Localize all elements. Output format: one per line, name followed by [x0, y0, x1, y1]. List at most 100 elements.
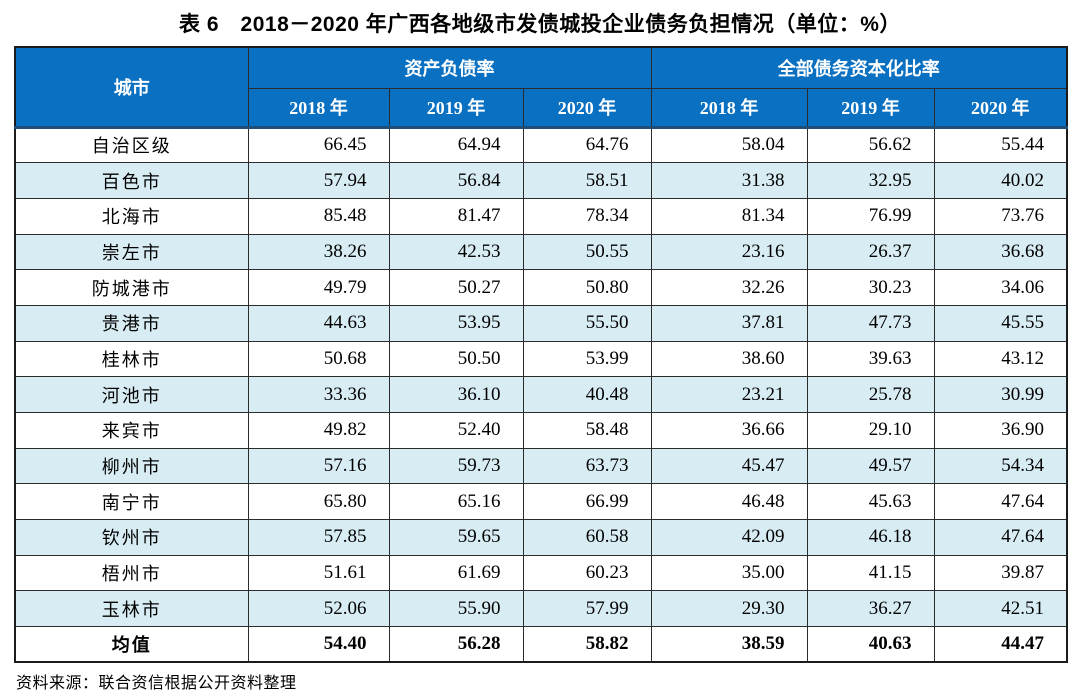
value-cell: 81.34 — [650, 197, 808, 235]
value-cell: 36.10 — [388, 376, 524, 413]
value-cell: 40.02 — [933, 162, 1068, 199]
city-cell: 河池市 — [14, 376, 249, 413]
header-city: 城市 — [14, 46, 249, 128]
value-cell: 55.50 — [522, 304, 652, 342]
value-cell: 32.26 — [650, 269, 808, 306]
value-cell: 66.45 — [247, 125, 390, 164]
value-cell: 31.38 — [650, 162, 808, 199]
value-cell: 43.12 — [933, 340, 1068, 378]
value-cell: 78.34 — [522, 197, 652, 235]
value-cell: 56.84 — [388, 162, 524, 199]
value-cell: 54.34 — [933, 447, 1068, 485]
value-cell: 46.48 — [650, 483, 808, 521]
value-cell: 38.26 — [247, 233, 390, 271]
city-cell: 百色市 — [14, 162, 249, 199]
value-cell: 23.16 — [650, 233, 808, 271]
value-cell: 47.64 — [933, 483, 1068, 521]
value-cell: 56.28 — [388, 626, 524, 663]
value-cell: 57.99 — [522, 590, 652, 628]
value-cell: 52.06 — [247, 590, 390, 628]
value-cell: 40.48 — [522, 376, 652, 413]
table-row: 防城港市 49.79 50.27 50.80 32.26 30.23 34.06 — [14, 269, 1068, 306]
city-cell: 崇左市 — [14, 233, 249, 271]
header-year-2020-debt: 2020 年 — [933, 87, 1068, 128]
table-row: 柳州市 57.16 59.73 63.73 45.47 49.57 54.34 — [14, 447, 1068, 485]
value-cell: 36.27 — [806, 590, 935, 628]
value-cell: 36.90 — [933, 412, 1068, 449]
value-cell: 57.85 — [247, 519, 390, 556]
value-cell: 50.50 — [388, 340, 524, 378]
city-cell: 均值 — [14, 626, 249, 663]
value-cell: 50.27 — [388, 269, 524, 306]
value-cell: 60.23 — [522, 554, 652, 592]
value-cell: 57.94 — [247, 162, 390, 199]
value-cell: 47.64 — [933, 519, 1068, 556]
value-cell: 36.68 — [933, 233, 1068, 271]
value-cell: 55.44 — [933, 125, 1068, 164]
city-cell: 梧州市 — [14, 554, 249, 592]
city-cell: 桂林市 — [14, 340, 249, 378]
table-row: 贵港市 44.63 53.95 55.50 37.81 47.73 45.55 — [14, 304, 1068, 342]
value-cell: 61.69 — [388, 554, 524, 592]
value-cell: 65.16 — [388, 483, 524, 521]
value-cell: 57.16 — [247, 447, 390, 485]
value-cell: 42.09 — [650, 519, 808, 556]
value-cell: 49.82 — [247, 412, 390, 449]
value-cell: 39.63 — [806, 340, 935, 378]
header-year-2020-asset: 2020 年 — [522, 87, 652, 128]
value-cell: 58.04 — [650, 125, 808, 164]
value-cell: 50.80 — [522, 269, 652, 306]
table-title: 表 6 2018－2020 年广西各地级市发债城投企业债务负担情况（单位：%） — [179, 13, 901, 36]
value-cell: 47.73 — [806, 304, 935, 342]
value-cell: 46.18 — [806, 519, 935, 556]
value-cell: 23.21 — [650, 376, 808, 413]
header-year-2019-asset: 2019 年 — [388, 87, 524, 128]
value-cell: 49.57 — [806, 447, 935, 485]
table-row: 百色市 57.94 56.84 58.51 31.38 32.95 40.02 — [14, 162, 1068, 199]
value-cell: 76.99 — [806, 197, 935, 235]
value-cell: 59.65 — [388, 519, 524, 556]
value-cell: 58.82 — [522, 626, 652, 663]
city-cell: 自治区级 — [14, 125, 249, 164]
value-cell: 30.23 — [806, 269, 935, 306]
table-row: 北海市 85.48 81.47 78.34 81.34 76.99 73.76 — [14, 197, 1068, 235]
value-cell: 32.95 — [806, 162, 935, 199]
value-cell: 42.51 — [933, 590, 1068, 628]
value-cell: 45.63 — [806, 483, 935, 521]
value-cell: 49.79 — [247, 269, 390, 306]
city-cell: 玉林市 — [14, 590, 249, 628]
value-cell: 85.48 — [247, 197, 390, 235]
city-cell: 北海市 — [14, 197, 249, 235]
value-cell: 55.90 — [388, 590, 524, 628]
table-row: 玉林市 52.06 55.90 57.99 29.30 36.27 42.51 — [14, 590, 1068, 628]
value-cell: 39.87 — [933, 554, 1068, 592]
header-group-asset-liability-ratio: 资产负债率 — [247, 46, 652, 89]
header-year-2018-asset: 2018 年 — [247, 87, 390, 128]
table-row: 崇左市 38.26 42.53 50.55 23.16 26.37 36.68 — [14, 233, 1068, 271]
table-row: 梧州市 51.61 61.69 60.23 35.00 41.15 39.87 — [14, 554, 1068, 592]
value-cell: 54.40 — [247, 626, 390, 663]
value-cell: 44.63 — [247, 304, 390, 342]
city-cell: 柳州市 — [14, 447, 249, 485]
header-year-2018-debt: 2018 年 — [650, 87, 808, 128]
value-cell: 59.73 — [388, 447, 524, 485]
table-row: 自治区级 66.45 64.94 64.76 58.04 56.62 55.44 — [14, 125, 1068, 164]
value-cell: 37.81 — [650, 304, 808, 342]
value-cell: 44.47 — [933, 626, 1068, 663]
value-cell: 41.15 — [806, 554, 935, 592]
table-row: 钦州市 57.85 59.65 60.58 42.09 46.18 47.64 — [14, 519, 1068, 556]
header-year-2019-debt: 2019 年 — [806, 87, 935, 128]
table-body: 自治区级 66.45 64.94 64.76 58.04 56.62 55.44 百色市 57.… — [14, 125, 1068, 663]
value-cell: 73.76 — [933, 197, 1068, 235]
header-group-total-debt-capitalization-ratio: 全部债务资本化比率 — [650, 46, 1068, 89]
value-cell: 36.66 — [650, 412, 808, 449]
value-cell: 60.58 — [522, 519, 652, 556]
debt-burden-table: 城市 资产负债率 全部债务资本化比率 2018 年 2019 年 2020 年 … — [14, 46, 1069, 664]
value-cell: 64.76 — [522, 125, 652, 164]
value-cell: 42.53 — [388, 233, 524, 271]
value-cell: 53.99 — [522, 340, 652, 378]
city-cell: 防城港市 — [14, 269, 249, 306]
value-cell: 56.62 — [806, 125, 935, 164]
value-cell: 58.51 — [522, 162, 652, 199]
